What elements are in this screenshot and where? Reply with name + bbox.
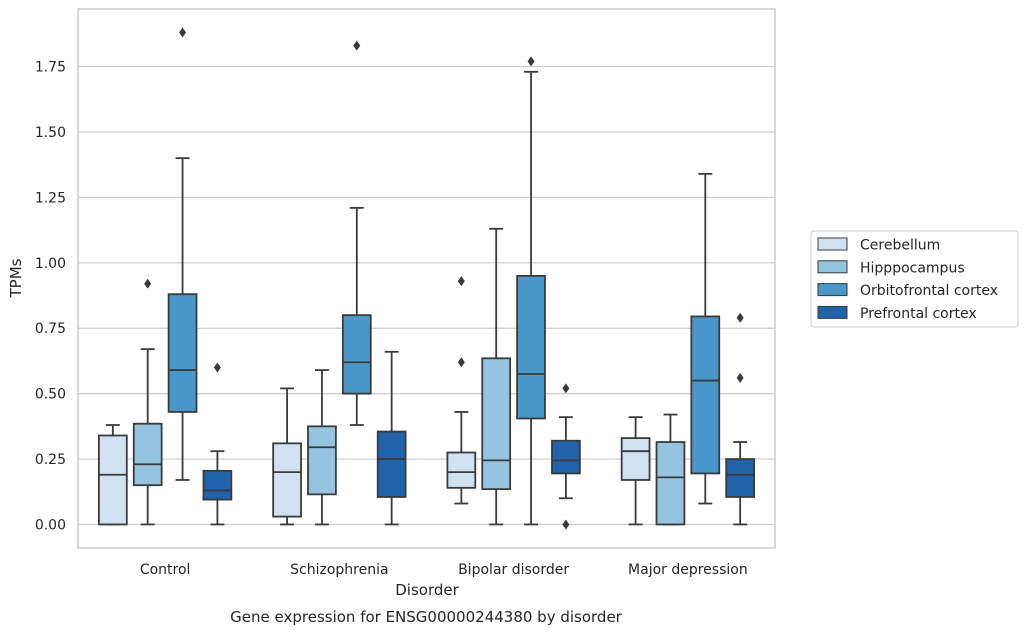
y-tick-label: 1.75: [35, 60, 66, 76]
box-hipppocampus: [481, 227, 512, 526]
x-tick-label: Major depression: [628, 562, 748, 578]
box-body: [620, 437, 651, 481]
outlier-point: [179, 27, 187, 38]
legend-label: Cerebellum: [860, 238, 940, 254]
y-tick-label: 0.75: [35, 321, 66, 337]
box-hipppocampus: [307, 369, 337, 526]
legend-label: Hipppocampus: [860, 260, 965, 276]
box-body: [446, 451, 477, 489]
box-orbitofrontal-cortex: [341, 40, 372, 426]
box-prefrontal-cortex: [202, 362, 233, 526]
x-axis-ticks: Control Schizophrenia Bipolar disorder Majo…: [140, 562, 748, 578]
x-tick-label: Control: [140, 562, 191, 578]
box-body: [202, 469, 233, 501]
chart-caption: Gene expression for ENSG00000244380 by d…: [230, 608, 623, 626]
y-tick-label: 1.50: [35, 125, 66, 141]
box-cerebellum: [98, 424, 128, 526]
outlier-point: [562, 383, 570, 394]
y-tick-label: 1.00: [35, 256, 66, 272]
box-orbitofrontal-cortex: [516, 56, 546, 526]
box-prefrontal-cortex: [376, 350, 407, 526]
box-hipppocampus: [132, 278, 163, 526]
box-cerebellum: [272, 387, 302, 526]
box-orbitofrontal-cortex: [690, 172, 721, 505]
box-body: [272, 442, 302, 518]
x-axis-label: Disorder: [395, 581, 459, 599]
box-prefrontal-cortex: [725, 312, 755, 526]
plot-area-frame: [77, 8, 776, 549]
box-body: [551, 439, 581, 475]
outlier-point: [527, 56, 535, 67]
box-hipppocampus: [655, 413, 686, 526]
box-body: [690, 315, 721, 475]
box-cerebellum: [446, 276, 477, 505]
outlier-point: [562, 519, 570, 530]
y-tick-label: 0.50: [35, 387, 66, 403]
outlier-point: [353, 40, 361, 51]
box-body: [376, 430, 407, 498]
legend-label: Prefrontal cortex: [860, 306, 977, 322]
legend-label: Orbitofrontal cortex: [860, 283, 998, 299]
legend-swatch: [817, 237, 848, 251]
box-body: [725, 458, 755, 498]
outlier-point: [144, 278, 152, 289]
box-body: [481, 357, 512, 491]
box-prefrontal-cortex: [551, 383, 581, 530]
outlier-point: [457, 357, 465, 368]
box-cerebellum: [620, 416, 651, 526]
outlier-point: [457, 276, 465, 287]
y-axis-label: TPMs: [7, 258, 25, 298]
box-body: [98, 434, 128, 526]
box-body: [307, 425, 337, 496]
y-tick-label: 1.25: [35, 190, 66, 206]
legend-frame: [810, 230, 1019, 328]
box-body: [516, 274, 546, 420]
box-groups: [98, 27, 755, 530]
outlier-point: [213, 362, 221, 373]
outlier-point: [736, 312, 744, 323]
box-body: [341, 314, 372, 395]
box-orbitofrontal-cortex: [167, 27, 198, 481]
legend: Cerebellum Hipppocampus Orbitofrontal cort…: [810, 230, 1019, 328]
legend-swatch: [817, 283, 848, 297]
y-tick-label: 0.00: [35, 517, 66, 533]
box-body: [655, 441, 686, 526]
legend-swatch: [817, 260, 848, 274]
x-tick-label: Bipolar disorder: [458, 562, 569, 578]
x-tick-label: Schizophrenia: [290, 562, 388, 578]
y-tick-label: 0.25: [35, 452, 66, 468]
outlier-point: [736, 372, 744, 383]
legend-swatch: [817, 305, 848, 319]
y-axis-ticks: 0.00 0.25 0.50 0.75 1.00 1.25 1.50 1.75: [35, 60, 66, 534]
box-body: [132, 422, 163, 487]
box-body: [167, 293, 198, 413]
